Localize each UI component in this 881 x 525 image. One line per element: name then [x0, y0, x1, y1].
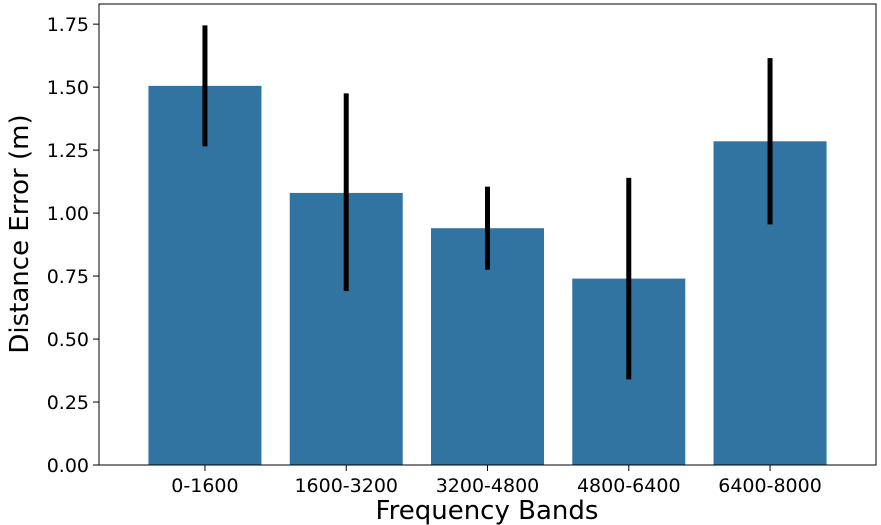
y-tick-label: 1.75 — [47, 14, 89, 36]
y-tick-label: 1.50 — [47, 77, 89, 99]
x-tick-label: 4800-6400 — [577, 475, 681, 497]
x-tick-label: 3200-4800 — [436, 475, 540, 497]
x-axis-label: Frequency Bands — [376, 496, 599, 525]
plot-frame — [98, 3, 877, 466]
x-tick-label: 0-1600 — [171, 475, 238, 497]
y-axis-ticks: 0.00 0.25 0.50 0.75 1.00 1.25 1.50 1.75 — [47, 14, 99, 477]
y-tick-label: 0.50 — [47, 329, 89, 351]
x-axis-ticks: 0-1600 1600-3200 3200-4800 4800-6400 6400-80… — [171, 465, 822, 497]
x-tick-label: 6400-8000 — [718, 475, 822, 497]
y-tick-label: 1.00 — [47, 203, 89, 225]
y-tick-label: 1.25 — [47, 140, 89, 162]
y-tick-label: 0.75 — [47, 266, 89, 288]
bar-0-1600 — [148, 85, 262, 465]
y-tick-label: 0.00 — [47, 455, 89, 477]
y-axis-label: Distance Error (m) — [5, 114, 35, 353]
y-tick-label: 0.25 — [47, 392, 89, 414]
errorbars-layer — [202, 25, 773, 380]
x-tick-label: 1600-3200 — [294, 475, 398, 497]
